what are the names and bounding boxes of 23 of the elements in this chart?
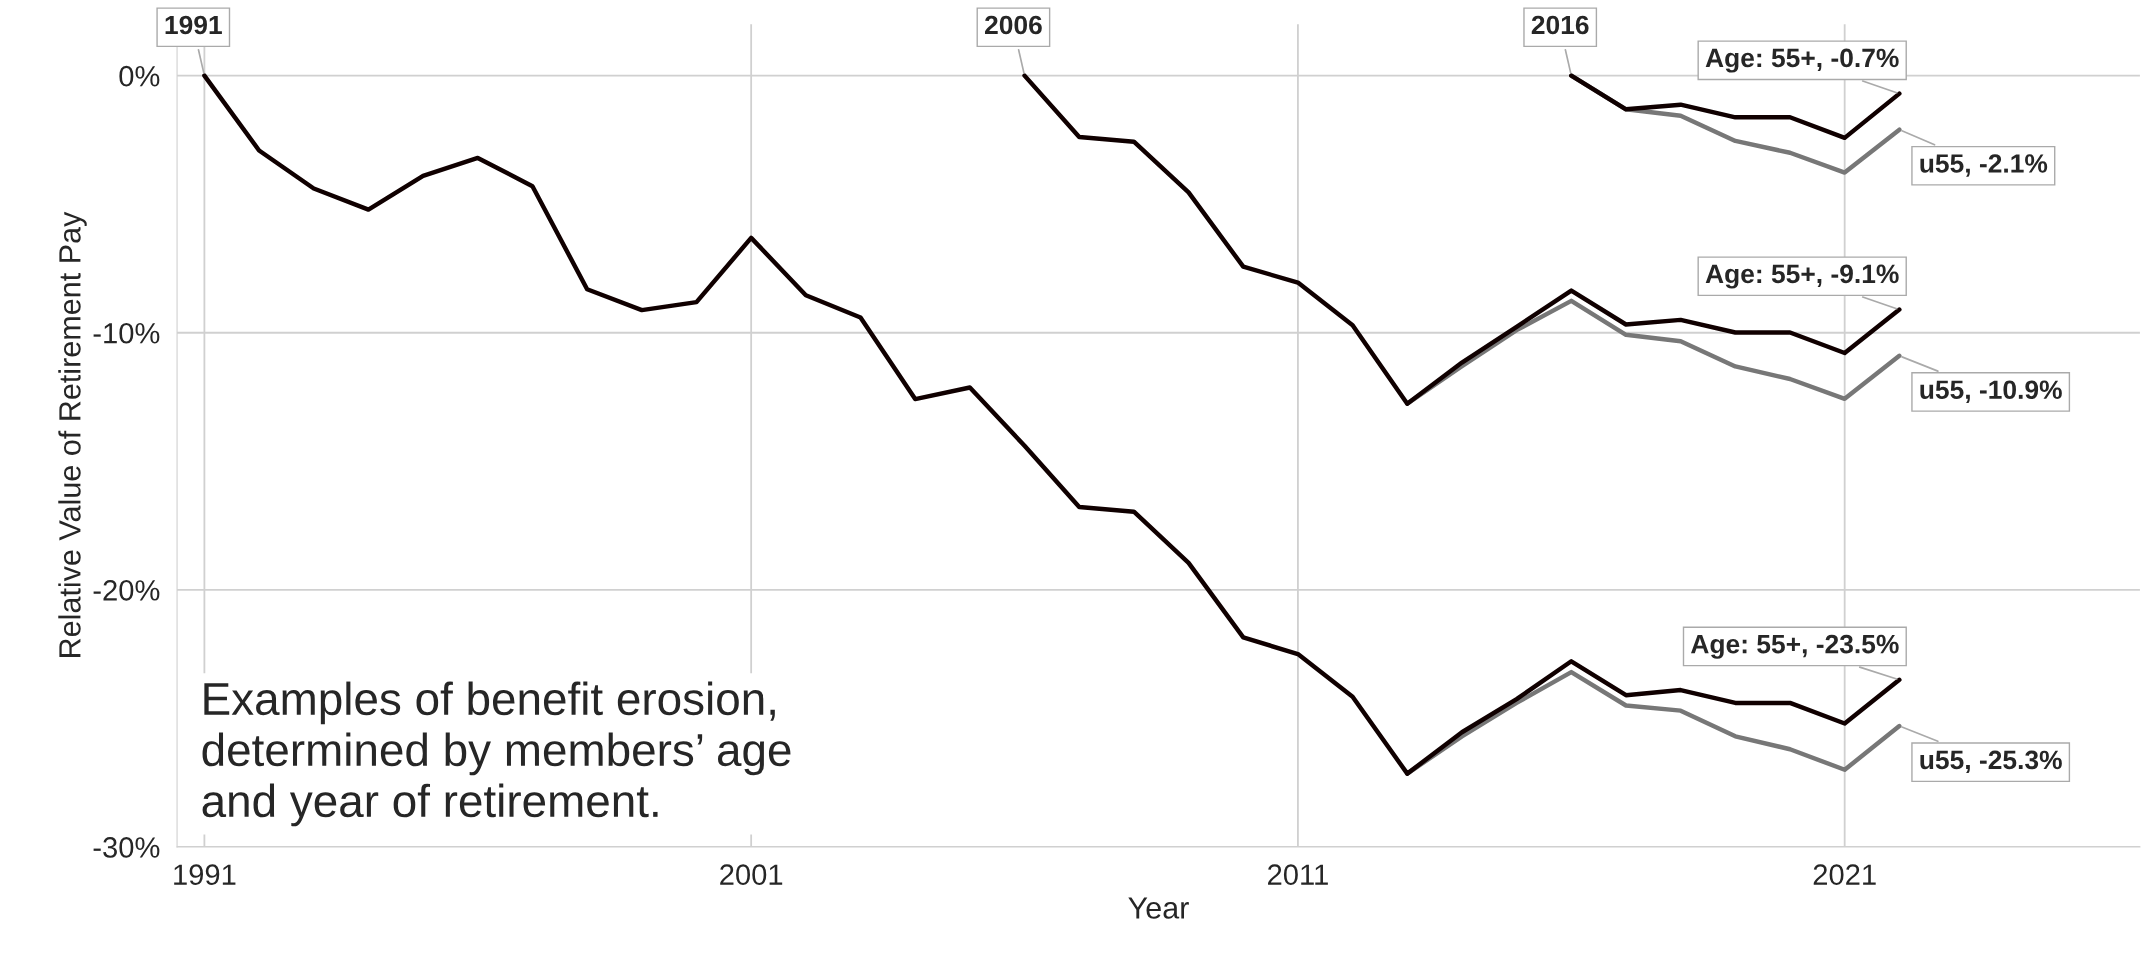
x-tick-label: 2011 (1268, 864, 1328, 885)
x-tick-label: 2001 (720, 864, 783, 885)
y-tick-label: -20% (93, 580, 160, 601)
annotation: Age: 55+, -23.5% (1691, 634, 1899, 659)
annotation: Age: 55+, -0.7% (1705, 48, 1899, 73)
annotation: u55, -2.1% (1920, 154, 2048, 177)
y-tick-label: 0% (119, 65, 160, 87)
line-series (1022, 73, 1902, 406)
annotation: 2006 (984, 15, 1042, 35)
x-axis-title: Year (1128, 897, 1189, 919)
annotation: Examples of benefit erosion, determined by members’ age and year of retirement. (202, 681, 791, 827)
x-tick-label: 1991 (174, 864, 236, 885)
line-series (202, 73, 1902, 776)
annotation: 1991 (165, 15, 222, 35)
y-tick-label: -10% (93, 322, 160, 344)
y-axis-title: Relative Value of Retirement Pay (58, 211, 87, 657)
annotation: u55, -25.3% (1920, 750, 2062, 774)
annotation: 2016 (1531, 15, 1589, 35)
annotation: Age: 55+, -9.1% (1705, 264, 1899, 289)
annotation: u55, -10.9% (1920, 380, 2062, 403)
line-series (1569, 73, 1902, 141)
x-tick-label: 2021 (1813, 864, 1876, 885)
y-tick-label: -30% (93, 837, 160, 858)
